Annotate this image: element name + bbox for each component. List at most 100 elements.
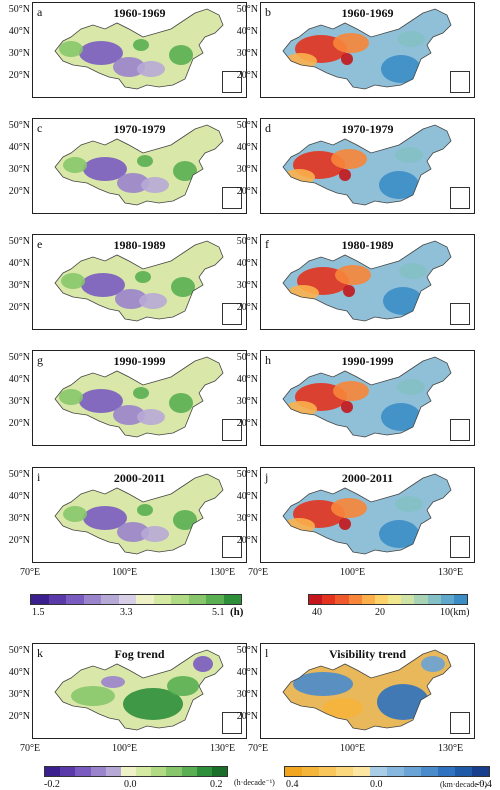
colorbar-swatch <box>196 767 212 776</box>
map-color-patch <box>343 285 355 297</box>
panel-title: 2000-2011 <box>341 471 394 485</box>
latitude-label: 50°N <box>8 645 30 656</box>
colorbar-swatch <box>440 595 454 604</box>
longitude-label: 100°E <box>112 567 138 578</box>
latitude-label: 40°N <box>236 491 258 502</box>
map-color-patch <box>117 173 149 193</box>
china-outline <box>282 240 452 322</box>
colorbar-swatch <box>223 595 241 604</box>
map-color-patch <box>63 157 87 173</box>
colorbar-tick-label: 1.5 <box>32 607 45 618</box>
map-panel-i: i 2000-2011 <box>32 467 247 563</box>
map-color-patch <box>395 496 423 512</box>
colorbar-swatch <box>427 595 441 604</box>
china-map <box>54 124 224 206</box>
latitude-label: 50°N <box>8 236 30 247</box>
latitude-label: 50°N <box>236 120 258 131</box>
map-panel-l: l Visibility trend <box>260 643 475 739</box>
map-color-patch <box>81 273 125 297</box>
colorbar <box>284 766 490 777</box>
panel-title: 1960-1969 <box>113 6 166 20</box>
map-color-patch <box>397 379 425 395</box>
panel-title: 1980-1989 <box>341 238 394 252</box>
map-color-patch <box>61 273 85 289</box>
longitude-label: 130°E <box>438 567 464 578</box>
china-map <box>282 8 452 90</box>
panel-letter: h <box>265 353 271 367</box>
china-outline <box>282 473 452 555</box>
map-color-patch <box>137 409 165 425</box>
colorbar-swatch <box>171 595 189 604</box>
south-china-sea-inset <box>222 303 242 325</box>
map-color-patch <box>341 401 353 413</box>
map-color-patch <box>137 155 153 167</box>
map-color-patch <box>113 57 145 77</box>
colorbar-tick-label: 0.4 <box>286 779 299 790</box>
latitude-label: 40°N <box>236 142 258 153</box>
colorbar-swatch <box>421 767 438 776</box>
map-color-patch <box>113 405 145 425</box>
colorbar-swatch <box>60 767 76 776</box>
latitude-label: 40°N <box>236 374 258 385</box>
latitude-label: 20°N <box>8 302 30 313</box>
colorbar-swatch <box>401 595 415 604</box>
latitude-label: 30°N <box>8 48 30 59</box>
latitude-label: 20°N <box>8 711 30 722</box>
china-map <box>54 8 224 90</box>
map-color-patch <box>397 31 425 47</box>
colorbar-swatch <box>118 595 136 604</box>
map-color-patch <box>59 41 83 57</box>
map-color-patch <box>333 381 369 401</box>
latitude-label: 30°N <box>236 48 258 59</box>
colorbar-swatch <box>336 767 353 776</box>
colorbar-swatch <box>101 595 119 604</box>
latitude-label: 30°N <box>236 280 258 291</box>
map-color-patch <box>333 33 369 53</box>
colorbar-swatch <box>211 767 228 776</box>
colorbar-swatch <box>151 767 167 776</box>
map-color-patch <box>137 61 165 77</box>
china-map <box>54 473 224 555</box>
map-color-patch <box>133 387 149 399</box>
map-color-patch <box>63 506 87 522</box>
latitude-label: 50°N <box>236 352 258 363</box>
panel-letter: c <box>37 121 43 135</box>
panel-title: 1980-1989 <box>113 238 166 252</box>
south-china-sea-inset <box>222 536 242 558</box>
china-outline <box>54 124 224 206</box>
latitude-label: 50°N <box>236 4 258 15</box>
china-map <box>282 473 452 555</box>
latitude-label: 30°N <box>8 396 30 407</box>
map-panel-k: k Fog trend <box>32 643 247 739</box>
panel-title: 1970-1979 <box>341 122 394 136</box>
latitude-label: 20°N <box>8 535 30 546</box>
latitude-label: 30°N <box>8 164 30 175</box>
china-map <box>54 649 224 731</box>
map-color-patch <box>83 157 127 181</box>
colorbar-swatch <box>90 767 106 776</box>
china-map <box>282 649 452 731</box>
map-color-patch <box>79 41 123 65</box>
map-color-patch <box>167 676 199 696</box>
colorbar-swatch <box>353 767 370 776</box>
longitude-label: 130°E <box>210 567 236 578</box>
colorbar-swatch <box>387 767 404 776</box>
china-outline <box>282 649 452 731</box>
map-color-patch <box>193 656 213 672</box>
map-panel-f: f 1980-1989 <box>260 234 475 330</box>
latitude-label: 40°N <box>236 258 258 269</box>
longitude-label: 70°E <box>248 743 269 754</box>
china-outline <box>54 8 224 90</box>
colorbar-swatch <box>455 767 472 776</box>
colorbar-swatch <box>31 595 49 604</box>
map-panel-j: j 2000-2011 <box>260 467 475 563</box>
latitude-label: 50°N <box>8 469 30 480</box>
colorbar-swatch <box>48 595 66 604</box>
panel-letter: j <box>265 470 269 484</box>
latitude-label: 40°N <box>236 667 258 678</box>
map-color-patch <box>141 526 169 542</box>
colorbar-tick-label: 5.1 <box>212 607 225 618</box>
colorbar-tick-label: 0.0 <box>124 779 137 790</box>
map-panel-b: b 1960-1969 <box>260 2 475 98</box>
colorbar-swatch <box>181 767 197 776</box>
